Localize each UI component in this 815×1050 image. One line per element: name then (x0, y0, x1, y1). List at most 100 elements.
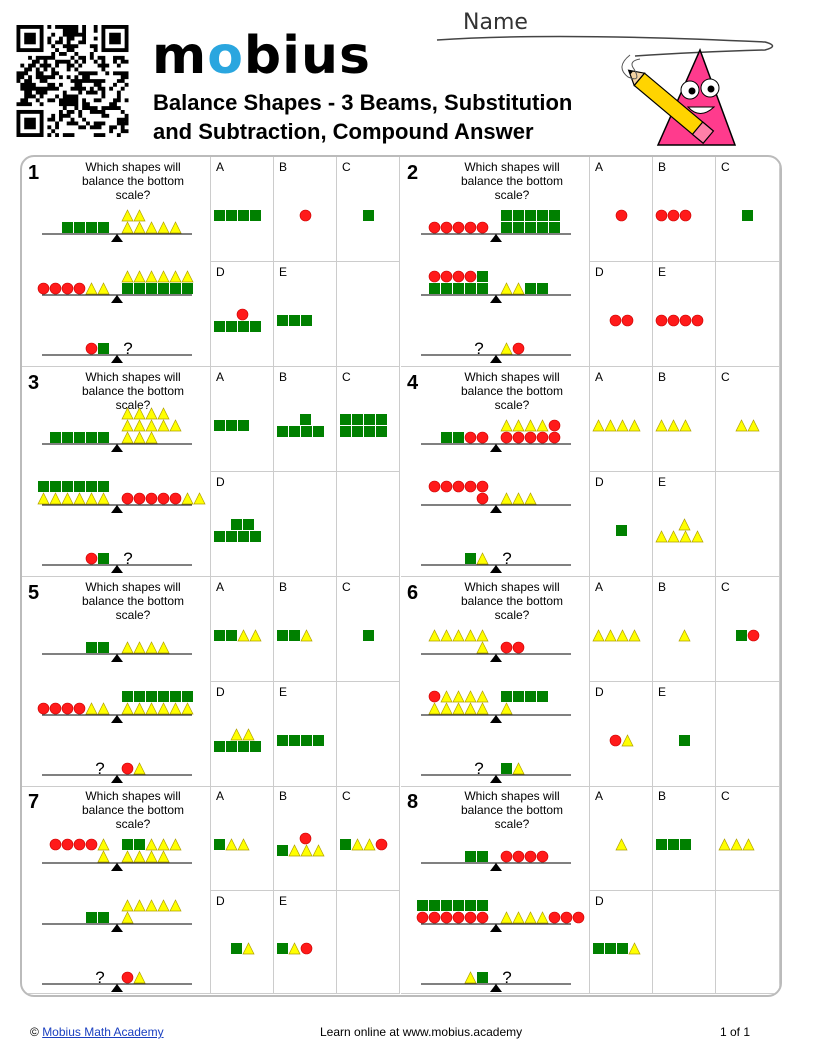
green-square-icon (122, 691, 133, 702)
answer-option-a[interactable]: A (590, 786, 653, 891)
answer-option-a[interactable]: A (211, 367, 274, 472)
red-circle-icon (37, 282, 50, 295)
fulcrum-icon (490, 984, 502, 992)
yellow-triangle-icon (157, 899, 170, 912)
answer-option-b[interactable]: B (274, 786, 337, 891)
answer-option-e[interactable]: E (274, 682, 337, 787)
fulcrum-icon (111, 234, 123, 242)
green-square-icon (513, 222, 524, 233)
green-square-icon (616, 525, 627, 536)
answer-option-e[interactable]: E (653, 262, 716, 367)
answer-option-c[interactable]: C (716, 157, 780, 262)
option-shapes (742, 210, 753, 221)
fulcrum-icon (111, 715, 123, 723)
yellow-triangle-icon (678, 518, 691, 531)
answer-option-a[interactable]: A (590, 367, 653, 472)
option-label: D (595, 894, 604, 908)
red-circle-icon (440, 270, 453, 283)
answer-option-b[interactable]: B (653, 367, 716, 472)
answer-option-a[interactable]: A (211, 786, 274, 891)
answer-option-a[interactable]: A (590, 157, 653, 262)
yellow-triangle-icon (300, 844, 313, 857)
answer-option-c[interactable]: C (716, 367, 780, 472)
unknown-question-mark: ? (502, 968, 511, 987)
green-square-icon (537, 691, 548, 702)
answer-option-e[interactable]: E (653, 682, 716, 787)
option-label: D (216, 685, 225, 699)
yellow-triangle-icon (476, 702, 489, 715)
balance-scales: ? (421, 210, 571, 363)
answer-option-a[interactable]: A (211, 157, 274, 262)
answer-option-e[interactable]: E (274, 891, 337, 994)
red-circle-icon (536, 431, 549, 444)
option-shapes (299, 209, 312, 222)
answer-option-e[interactable]: E (653, 472, 716, 577)
option-shapes (616, 525, 627, 536)
green-square-icon (501, 210, 512, 221)
answer-option-d[interactable]: D (590, 472, 653, 577)
answer-option-a[interactable]: A (211, 577, 274, 682)
green-square-icon (477, 283, 488, 294)
green-square-icon (453, 283, 464, 294)
answer-option-e[interactable]: E (274, 262, 337, 367)
green-square-icon (429, 900, 440, 911)
yellow-triangle-icon (133, 407, 146, 420)
yellow-triangle-icon (121, 850, 134, 863)
answer-option-b[interactable]: B (274, 157, 337, 262)
answer-option-d[interactable]: D (211, 891, 274, 994)
answer-option-b[interactable]: B (653, 786, 716, 891)
option-label: D (216, 475, 225, 489)
answer-option-b[interactable]: B (274, 367, 337, 472)
yellow-triangle-icon (735, 419, 748, 432)
green-square-icon (86, 222, 97, 233)
green-square-icon (668, 839, 679, 850)
green-square-icon (376, 426, 387, 437)
answer-option-d[interactable]: D (211, 262, 274, 367)
yellow-triangle-icon (500, 702, 513, 715)
answer-option-c[interactable]: C (337, 157, 400, 262)
green-square-icon (289, 315, 300, 326)
mobius-logo: mobius (152, 26, 371, 86)
answer-option-c[interactable]: C (337, 367, 400, 472)
yellow-triangle-icon (181, 270, 194, 283)
yellow-triangle-icon (133, 419, 146, 432)
answer-option-d[interactable]: D (211, 472, 274, 577)
green-square-icon (250, 531, 261, 542)
answer-option-c[interactable]: C (337, 786, 400, 891)
unknown-question-mark: ? (474, 339, 483, 358)
answer-option-c[interactable]: C (716, 577, 780, 682)
fulcrum-icon (111, 565, 123, 573)
yellow-triangle-icon (464, 702, 477, 715)
answer-option-b[interactable]: B (653, 577, 716, 682)
green-square-icon (736, 630, 747, 641)
answer-option-d[interactable]: D (211, 682, 274, 787)
green-square-icon (465, 283, 476, 294)
answer-option-d[interactable]: D (590, 891, 653, 994)
answer-option-a[interactable]: A (590, 577, 653, 682)
fulcrum-icon (490, 505, 502, 513)
fulcrum-icon (490, 295, 502, 303)
unknown-question-mark: ? (95, 968, 104, 987)
yellow-triangle-icon (249, 629, 262, 642)
answer-option-b[interactable]: B (274, 577, 337, 682)
yellow-triangle-icon (157, 419, 170, 432)
empty-option-cell (337, 682, 400, 787)
red-circle-icon (300, 942, 313, 955)
answer-option-d[interactable]: D (590, 262, 653, 367)
red-circle-icon (121, 971, 134, 984)
red-circle-icon (655, 314, 668, 327)
yellow-triangle-icon (655, 530, 668, 543)
balance-scales: ? (37, 641, 194, 783)
answer-option-c[interactable]: C (716, 786, 780, 891)
answer-option-c[interactable]: C (337, 577, 400, 682)
green-square-icon (238, 741, 249, 752)
option-shapes (718, 838, 755, 851)
answer-option-b[interactable]: B (653, 157, 716, 262)
yellow-triangle-icon (500, 492, 513, 505)
question-number: 3 (28, 372, 40, 394)
answer-option-d[interactable]: D (590, 682, 653, 787)
green-square-icon (277, 845, 288, 856)
mobius-academy-link[interactable]: Mobius Math Academy (42, 1025, 164, 1039)
red-circle-icon (560, 911, 573, 924)
green-square-icon (679, 735, 690, 746)
